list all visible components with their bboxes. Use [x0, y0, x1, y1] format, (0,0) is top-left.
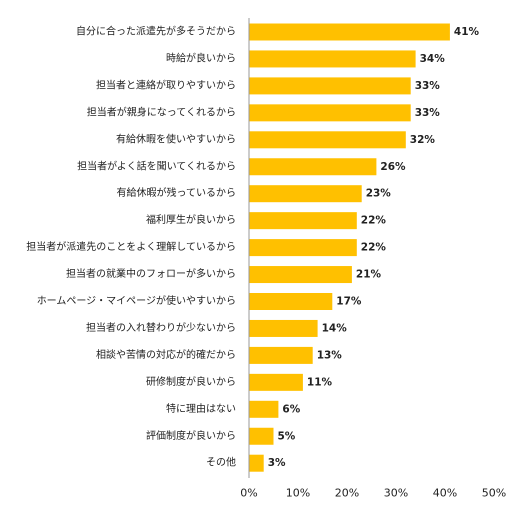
- bar: [249, 346, 313, 364]
- x-axis-ticks-group: 0% 10% 20% 30% 40% 50%: [240, 487, 506, 500]
- category-label: その他: [206, 456, 236, 469]
- x-tick-label: 30%: [384, 487, 408, 500]
- value-label: 33%: [415, 80, 441, 92]
- bar: [249, 77, 411, 95]
- category-label: 特に理由はない: [166, 402, 236, 415]
- bar: [249, 293, 333, 310]
- value-label: 23%: [366, 188, 392, 200]
- x-tick-label: 0%: [240, 487, 257, 500]
- value-label: 22%: [361, 215, 387, 227]
- category-label: 担当者と連絡が取りやすいから: [96, 78, 236, 91]
- bar: [249, 400, 279, 418]
- category-label: 相談や苦情の対応が的確だから: [96, 348, 236, 361]
- value-label: 11%: [307, 376, 333, 388]
- bar: [249, 131, 406, 149]
- category-label: ホームページ・マイページが使いやすいから: [37, 294, 236, 307]
- bar: [249, 23, 450, 41]
- value-label: 13%: [317, 349, 343, 361]
- bar: [249, 266, 352, 284]
- x-tick-label: 20%: [335, 487, 359, 500]
- category-label: 有給休暇が残っているから: [117, 186, 237, 199]
- value-label: 26%: [380, 161, 406, 173]
- bar: [249, 158, 377, 176]
- category-label: 担当者が派遣先のことをよく理解しているから: [26, 240, 236, 253]
- value-label: 33%: [415, 107, 441, 119]
- category-label: 有給休暇を使いやすいから: [116, 132, 236, 145]
- category-label: 福利厚生が良いから: [146, 213, 236, 226]
- category-label: 評価制度が良いから: [146, 429, 236, 442]
- bar: [249, 212, 357, 230]
- value-label: 32%: [410, 134, 436, 146]
- bar: [249, 373, 303, 391]
- value-label: 21%: [356, 269, 382, 281]
- x-tick-label: 50%: [482, 487, 506, 500]
- value-label: 14%: [322, 322, 348, 334]
- value-label: 22%: [361, 242, 387, 254]
- value-labels-group: 41% 34% 33% 33% 32% 26% 23% 22% 22% 21% 17% 14% 13% 1…: [268, 26, 480, 469]
- category-label: 担当者の就業中のフォローが多いから: [66, 267, 236, 280]
- value-label: 6%: [282, 403, 300, 415]
- category-label: 時給が良いから: [166, 51, 236, 64]
- category-label: 担当者がよく話を聞いてくれるから: [77, 159, 236, 172]
- category-labels-group: 自分に合った派遣先が多そうだから時給が良いから担当者と連絡が取りやすいから担当者…: [26, 25, 236, 469]
- value-label: 5%: [278, 430, 296, 442]
- bars-group: [249, 23, 450, 472]
- value-label: 17%: [336, 296, 362, 308]
- category-label: 自分に合った派遣先が多そうだから: [76, 25, 236, 38]
- bar: [249, 319, 318, 337]
- bar: [249, 185, 362, 203]
- bar: [249, 427, 274, 445]
- bar: [249, 239, 357, 257]
- category-label: 担当者の入れ替わりが少ないから: [86, 321, 236, 334]
- category-label: 研修制度が良いから: [146, 375, 236, 388]
- bar: [249, 50, 416, 68]
- value-label: 3%: [268, 457, 286, 469]
- x-tick-label: 40%: [433, 487, 457, 500]
- bar: [249, 104, 411, 122]
- bar: [249, 454, 264, 472]
- x-tick-label: 10%: [286, 487, 310, 500]
- value-label: 34%: [420, 53, 446, 65]
- category-label: 担当者が親身になってくれるから: [87, 105, 236, 118]
- value-label: 41%: [454, 26, 480, 38]
